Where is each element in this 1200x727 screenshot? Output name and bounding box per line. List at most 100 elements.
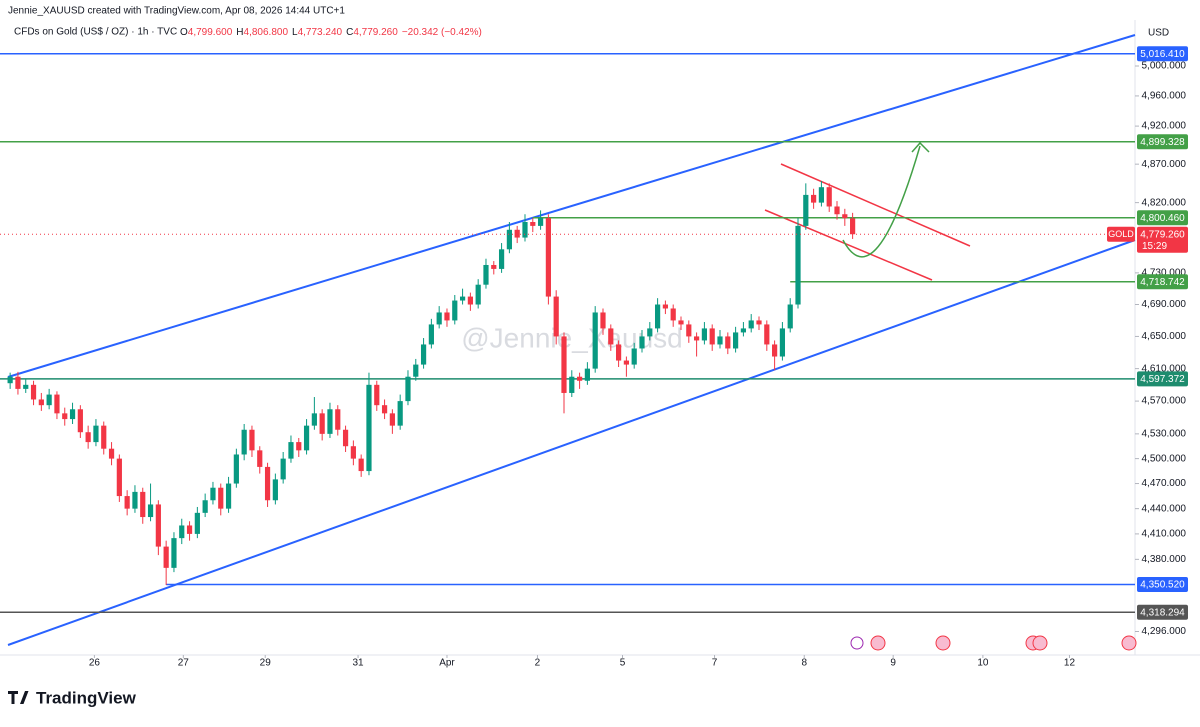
ohlc-value: 4,799.600	[188, 27, 233, 38]
y-tick-label: 4,470.000	[1142, 478, 1187, 489]
brand: TradingView	[36, 688, 137, 707]
y-tick-label: 4,410.000	[1142, 529, 1187, 540]
candle-body	[186, 525, 193, 534]
ohlc-key: C	[346, 27, 353, 38]
unit: USD	[1148, 28, 1169, 39]
level-label-box	[1137, 371, 1188, 387]
candle-body	[335, 409, 341, 430]
level-label: 4,318.294	[1140, 607, 1185, 618]
candle-body	[397, 401, 403, 426]
trend-line	[7, 239, 1136, 646]
candle-body	[772, 344, 778, 357]
candle-body	[725, 336, 731, 349]
candle-body	[842, 214, 848, 219]
candle-body	[491, 264, 497, 269]
candle-body	[288, 442, 294, 459]
candle-body	[163, 546, 169, 568]
level-label-box	[1137, 274, 1188, 290]
header: Jennie_XAUUSD created with TradingView.c…	[8, 6, 345, 17]
candle-body	[826, 187, 832, 207]
level-label: 4,350.520	[1140, 580, 1185, 591]
symbol-title: CFDs on Gold (US$ / OZ) · 1h · TVC	[14, 27, 177, 38]
event-icon	[1121, 635, 1137, 651]
candle-body	[30, 384, 37, 400]
y-tick-label: 4,380.000	[1142, 554, 1187, 565]
x-tick-label: 31	[352, 658, 364, 669]
x-tick-label: 2	[535, 658, 541, 669]
arrow-head	[911, 141, 930, 153]
candle-body	[116, 458, 122, 497]
candle-body	[678, 320, 684, 325]
candle-body	[358, 458, 364, 472]
candle-body	[405, 376, 411, 402]
event-icons	[850, 635, 1137, 651]
candle-body	[740, 328, 747, 333]
x-tick-label: 27	[178, 658, 190, 669]
y-tick-label: 4,960.000	[1142, 91, 1187, 102]
x-tick-label: 26	[89, 658, 101, 669]
symbol-box	[1107, 226, 1135, 242]
candle-body	[54, 394, 60, 414]
x-tick-label: 10	[977, 658, 989, 669]
candle-body	[46, 394, 52, 406]
level-label: 4,597.372	[1140, 374, 1185, 385]
candle-body	[764, 324, 770, 345]
channel-line	[764, 209, 933, 281]
candle-body	[779, 328, 786, 357]
x-tick-label: 12	[1064, 658, 1076, 669]
last-price-label: 4,779.260	[1140, 229, 1185, 240]
channel-line	[780, 163, 971, 247]
candle-body	[545, 218, 551, 297]
candle-body	[7, 376, 13, 384]
level-label: 5,016.410	[1140, 49, 1185, 60]
candle-body	[257, 450, 263, 467]
candle-body	[631, 348, 637, 365]
level-label-box	[1137, 604, 1188, 620]
candle-body	[811, 194, 817, 203]
candle-body	[366, 384, 372, 472]
candle-body	[803, 194, 809, 226]
x-tick-label: 7	[712, 658, 718, 669]
candle-body	[459, 296, 466, 301]
y-tick-label: 4,920.000	[1142, 121, 1187, 132]
candle-body	[701, 328, 708, 341]
candle-body	[420, 344, 427, 365]
candle-body	[381, 405, 388, 414]
event-icon	[1032, 635, 1048, 651]
y-tick-label: 4,690.000	[1142, 299, 1187, 310]
candle-body	[670, 308, 676, 321]
y-tick-label: 4,440.000	[1142, 503, 1187, 514]
watermark: @Jennie_Xauusd	[461, 322, 682, 353]
ohlc-value: 4,773.240	[298, 27, 343, 38]
ohlc-value: 4,779.260	[353, 27, 398, 38]
candle-body	[15, 376, 21, 389]
candle-body	[225, 483, 232, 509]
ohlc-key: L	[292, 27, 298, 38]
ohlc-key: O	[180, 27, 188, 38]
candle-body	[108, 448, 115, 459]
y-tick-label: 4,296.000	[1142, 626, 1187, 637]
candle-body	[249, 429, 255, 451]
candle-body	[623, 360, 629, 365]
ohlc-key: H	[236, 27, 243, 38]
y-tick-label: 4,730.000	[1142, 268, 1187, 279]
last-price-box	[1137, 226, 1188, 253]
candle-body	[452, 300, 458, 321]
level-label-box	[1137, 210, 1188, 226]
candle-body	[218, 487, 224, 509]
candle-body	[600, 312, 606, 329]
candle-body	[124, 496, 130, 509]
x-tick-label: 29	[260, 658, 272, 669]
candle-body	[194, 512, 200, 534]
candle-body	[530, 222, 536, 226]
candle-body	[514, 229, 520, 238]
candle-body	[576, 376, 583, 381]
y-tick-label: 4,820.000	[1142, 197, 1187, 208]
y-tick-label: 4,570.000	[1142, 396, 1187, 407]
candle-body	[147, 504, 154, 518]
candle-body	[498, 249, 505, 269]
candle-body	[787, 304, 793, 329]
x-tick-label: 8	[801, 658, 807, 669]
candle-body	[584, 368, 590, 381]
